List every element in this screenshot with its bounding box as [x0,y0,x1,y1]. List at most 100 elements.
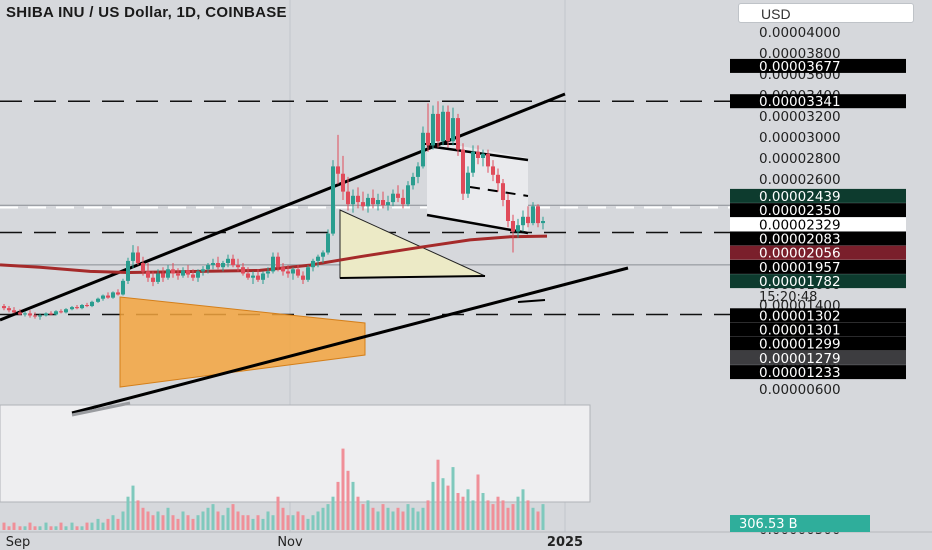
candle [386,195,390,211]
volume-bar [251,518,255,530]
candle-body [396,193,400,198]
price-label-bg [730,231,906,246]
volume-bar [176,518,180,530]
candle-body [96,298,100,302]
candle [381,191,385,209]
candle [106,292,110,299]
volume-bar [466,489,470,530]
volume-bar [33,526,37,530]
candle-body [336,166,340,174]
price-tick-label: 0.00003800 [759,46,841,62]
candle-body [231,258,235,266]
candle [446,105,450,148]
volume-bar [111,515,115,530]
candle-body [341,173,345,192]
price-label: 0.00001233 [730,365,906,381]
candle-body [171,269,175,274]
volume-bar [161,515,165,530]
volume-bar [336,481,340,530]
candle [306,265,310,282]
candle [416,162,420,184]
volume-bar [526,500,530,530]
flag-mid-line[interactable] [469,186,529,197]
candle [261,271,265,284]
volume-bar [186,515,190,530]
candle-body [256,275,260,280]
candle [366,193,370,213]
candle [296,265,300,278]
candle [471,145,475,177]
candle-body [246,273,250,278]
candle [521,210,525,232]
volume-bar [70,522,74,530]
candle-body [261,273,265,280]
candle-body [301,275,305,280]
candle [156,269,160,284]
volume-bar [506,507,510,530]
volume-bar [49,526,53,530]
volume-bar [326,504,330,530]
volume-bar [271,515,275,530]
price-label-bg [730,58,906,73]
volume-bar [201,511,205,530]
volume-bar [226,507,230,530]
candle-body [291,269,295,274]
volume-bar [236,511,240,530]
channel-lower-trendline[interactable] [71,266,629,415]
volume-bar [286,515,290,530]
price-label-bg [730,365,906,380]
candle [421,126,425,169]
candle [216,256,220,270]
volume-bar [346,470,350,530]
candle [541,216,545,230]
candle [461,143,465,200]
volume-bar [246,515,250,530]
candle-body [316,256,320,261]
candle [371,189,375,209]
candle-body [226,258,230,263]
candle [166,265,170,280]
volume-bar [356,496,360,530]
volume-bar [541,504,545,530]
candle [506,193,510,228]
candle [496,168,500,192]
volume-bar [376,511,380,530]
volume-bar [421,507,425,530]
candle-body [146,271,150,278]
volume-bar [436,459,440,530]
bull-flag-box[interactable] [427,140,528,233]
candle-body [456,118,460,150]
candle-body [466,172,470,194]
price-label-text: 0.00002056 [759,246,841,262]
candle [341,155,345,200]
candle-body [266,271,270,274]
volume-bar [38,526,42,530]
price-label-bg [730,203,906,218]
candle-body [411,176,415,186]
candle-body [111,292,115,298]
candle [321,250,325,263]
volume-bar [54,526,58,530]
candle [116,289,120,296]
falling-wedge[interactable] [119,296,366,388]
candle [316,254,320,268]
price-label-text: 0.00002329 [759,217,841,233]
time-tick-label: Sep [6,535,31,550]
volume-bar [241,515,245,530]
candle [161,267,165,282]
channel-upper-trendline[interactable] [0,92,566,322]
candle [18,309,22,316]
candle [501,179,505,207]
candle [186,265,190,278]
triangle-base-line[interactable] [339,275,486,279]
candle [171,263,175,278]
currency-selector[interactable]: USD [738,3,914,23]
price-tick-label: 0.00003000 [759,130,841,146]
support-segment[interactable] [517,299,546,303]
candle-body [75,307,79,309]
volume-panel [0,404,591,530]
candle-body [521,216,525,226]
candle-body [136,252,140,263]
price-tick-label: 0.00004000 [759,25,841,41]
